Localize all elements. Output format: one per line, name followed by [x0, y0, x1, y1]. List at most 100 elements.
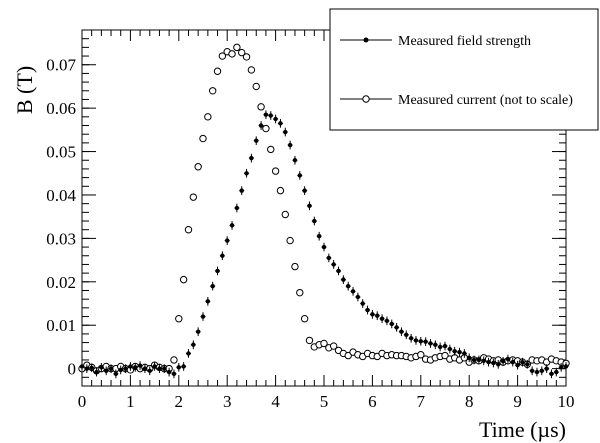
field-point [181, 364, 186, 369]
y-axis-ticks: 0 0.01 0.02 0.03 0.04 0.05 0.06 0.07 [46, 38, 566, 387]
current-point [441, 351, 449, 360]
y-tick-label: 0.03 [46, 229, 76, 248]
field-point [360, 301, 365, 306]
y-tick-label: 0.05 [46, 143, 76, 162]
current-point [344, 351, 352, 360]
field-point [229, 223, 235, 228]
current-point [296, 288, 304, 297]
field-point [166, 369, 172, 375]
current-point [189, 193, 198, 201]
field-point [423, 339, 428, 344]
field-point [447, 346, 453, 352]
x-tick-label: 0 [78, 392, 87, 411]
field-point [558, 365, 564, 370]
current-point [257, 103, 265, 111]
field-point [186, 351, 191, 356]
current-point [281, 210, 289, 219]
field-point [326, 255, 332, 261]
x-axis-title: Time (µs) [479, 417, 566, 442]
field-point [302, 188, 307, 193]
y-tick-label: 0.02 [46, 273, 76, 292]
field-point [210, 283, 215, 289]
field-point [312, 218, 317, 224]
field-point [554, 369, 559, 375]
field-point [258, 123, 264, 128]
current-point [238, 48, 246, 57]
x-tick-label: 5 [320, 392, 329, 411]
field-point [336, 268, 341, 274]
current-point [291, 262, 299, 271]
field-point [215, 268, 220, 274]
field-point [254, 138, 259, 143]
field-point [525, 362, 530, 367]
field-point [515, 362, 520, 368]
field-point [505, 356, 511, 362]
field-point [225, 238, 230, 243]
field-point [384, 318, 390, 324]
field-point [108, 366, 114, 371]
y-tick-label: 0.07 [46, 56, 76, 75]
current-point [175, 315, 183, 323]
field-point [389, 321, 394, 327]
current-point [320, 339, 328, 348]
x-tick-label: 10 [558, 392, 575, 411]
field-point [346, 283, 351, 289]
field-point [355, 294, 361, 300]
legend: Measured field strength Measured current… [329, 8, 599, 131]
field-point [104, 368, 109, 374]
current-point [228, 50, 236, 58]
field-point [418, 339, 423, 344]
field-point [350, 289, 356, 294]
field-point [394, 325, 399, 330]
current-point [329, 342, 338, 350]
x-tick-label: 1 [126, 392, 135, 411]
field-point [99, 365, 104, 370]
current-point [417, 351, 425, 359]
field-point [118, 367, 123, 373]
field-point [94, 369, 99, 375]
field-point [176, 365, 181, 370]
x-axis-ticks: 0 1 2 3 4 5 6 7 8 9 10 [78, 30, 575, 411]
field-point [171, 371, 177, 377]
field-point [510, 359, 515, 365]
x-tick-label: 7 [417, 392, 426, 411]
y-tick-label: 0.06 [46, 99, 76, 118]
current-point [213, 67, 222, 75]
field-point [379, 316, 385, 321]
field-point [433, 342, 438, 347]
field-point [520, 359, 525, 365]
field-point [287, 142, 293, 148]
field-point [195, 329, 201, 334]
field-point [191, 342, 196, 347]
current-point [208, 87, 217, 95]
current-point [286, 236, 294, 245]
field-point [486, 359, 491, 365]
field-point [205, 299, 211, 304]
field-point [534, 369, 540, 375]
current-point [204, 113, 212, 121]
legend-marker-field [363, 37, 369, 43]
current-point [218, 52, 227, 60]
current-point [300, 315, 309, 323]
field-point [413, 338, 419, 343]
current-point [271, 167, 280, 175]
field-point [162, 366, 167, 371]
field-point [239, 188, 244, 193]
field-point [84, 366, 90, 371]
field-point [471, 357, 477, 363]
current-point [194, 163, 202, 171]
field-point [268, 113, 273, 118]
field-point [549, 371, 554, 377]
field-point [399, 329, 404, 334]
y-axis-title: B (T) [12, 66, 37, 114]
field-point [249, 155, 254, 161]
current-point [247, 66, 256, 74]
field-point [220, 253, 225, 258]
x-tick-label: 8 [465, 392, 474, 411]
field-point [79, 364, 85, 369]
field-point [142, 366, 148, 371]
field-point [341, 277, 346, 282]
field-point [297, 173, 302, 178]
field-point [428, 341, 433, 346]
